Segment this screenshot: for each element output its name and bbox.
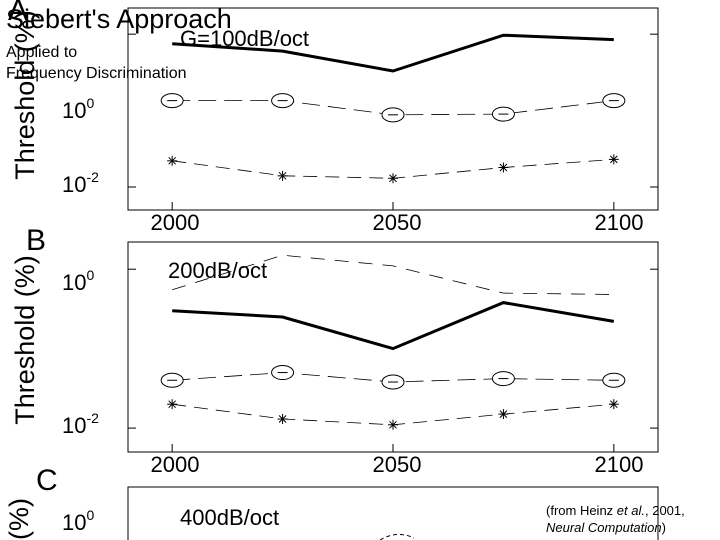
- panel-a-series-circles-point-2100: [602, 93, 626, 109]
- panel-b-series-thick-line: [172, 301, 615, 351]
- panel-a-marks: [128, 33, 658, 210]
- panel-a-letter: A: [8, 0, 28, 27]
- panel-a-ytick-top-label: 100: [62, 95, 94, 123]
- panel-b-xtick-2000: 2000: [151, 452, 200, 477]
- panel-b: B Threshold (%) 200dB/oct 100 10-2 2000 …: [10, 224, 659, 477]
- credit-etal: et al.: [616, 503, 645, 518]
- citation-credit: (from Heinz et al., 2001, Neural Computat…: [546, 502, 685, 536]
- panel-b-annotation: 200dB/oct: [168, 258, 267, 283]
- panel-a-series-stars-point-2075: [498, 162, 509, 173]
- panel-b-ylabel: Threshold (%): [10, 255, 40, 425]
- panel-a-series-stars-point-2025: [277, 170, 288, 181]
- panel-b-marks: [128, 254, 658, 452]
- panel-b-series-stars-point-2050: [388, 419, 398, 430]
- panel-c-ylabel: (%): [4, 498, 34, 540]
- slide-subtitle: Applied to Frequency Discrimination: [6, 44, 187, 82]
- panel-c-plot-frame: [127, 486, 659, 540]
- credit-prefix: (from Heinz: [546, 503, 617, 518]
- panel-a-series-stars-point-2050: [388, 173, 398, 184]
- panel-c-annotation: 400dB/oct: [180, 505, 279, 530]
- panel-c-ytick-top-label: 100: [62, 507, 94, 535]
- panel-a-xtick-2000: 2000: [151, 210, 200, 235]
- slide-title: Siebert's Approach: [6, 4, 232, 34]
- panel-a-series-stars-point-2000: [167, 155, 178, 166]
- panel-c-partial-curve: [379, 534, 415, 540]
- credit-suffix: ): [661, 520, 666, 535]
- panel-b-series-circles-point-2100: [602, 372, 626, 388]
- panel-a-series-circles-point-2000: [160, 93, 184, 109]
- panel-b-xtick-2050: 2050: [373, 452, 422, 477]
- panel-b-ytick-bottom-label: 10-2: [62, 410, 99, 438]
- panel-a-series-circles-point-2025: [271, 93, 295, 109]
- credit-year: , 2001,: [644, 503, 685, 518]
- panel-b-series-circles-point-2075: [491, 371, 515, 387]
- panel-b-letter: B: [26, 224, 46, 257]
- panel-b-series-circles-point-2050: [381, 374, 405, 390]
- panel-b-series-circles-point-2000: [160, 372, 184, 388]
- panel-c-letter: C: [36, 464, 58, 497]
- panel-b-series-thin-dashed-line: [172, 254, 614, 295]
- panel-b-series-stars-point-2075: [498, 409, 509, 420]
- panel-b-ytick-top-label: 100: [62, 267, 94, 295]
- panel-a-ytick-bottom-label: 10-2: [62, 169, 99, 197]
- panel-c: C (%) 100 400dB/oct: [4, 464, 659, 540]
- panel-b-xtick-2100: 2100: [595, 452, 644, 477]
- panel-a: A Threshold (%) G=100dB/oct 100 10-2 200…: [8, 0, 659, 235]
- panel-b-series-stars-point-2025: [277, 414, 288, 425]
- panel-a-series-circles-point-2050: [381, 107, 405, 123]
- panel-b-series-circles-point-2025: [271, 365, 295, 381]
- panel-a-series-circles-point-2075: [491, 106, 515, 122]
- credit-journal: Neural Computation: [546, 520, 662, 535]
- panel-a-xtick-2050: 2050: [373, 210, 422, 235]
- panel-b-series-stars-point-2100: [608, 399, 619, 410]
- panel-a-ylabel: Threshold (%): [10, 10, 40, 180]
- panel-a-xtick-2100: 2100: [595, 210, 644, 235]
- panel-a-series-stars-point-2100: [608, 154, 619, 165]
- panel-b-series-stars-point-2000: [167, 399, 178, 410]
- panel-a-series-thick-line: [172, 33, 614, 73]
